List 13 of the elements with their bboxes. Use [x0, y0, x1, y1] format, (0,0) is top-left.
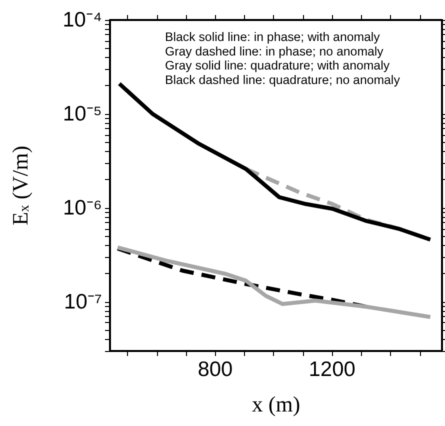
y-tick-label: 10⁻⁴ — [62, 8, 102, 32]
annotation: Gray solid line: quadrature; with anomaly — [165, 58, 390, 73]
x-tick-label: 800 — [198, 358, 233, 381]
annotation: Gray dashed line: in phase; no anomaly — [165, 44, 384, 58]
y-tick-label: 10⁻⁵ — [62, 102, 102, 126]
x-axis-title: x (m) — [252, 392, 300, 416]
y-axis-title: Ex (V/m) — [8, 146, 32, 226]
annotation: Black dashed line: quadrature; no anomaly — [165, 72, 401, 87]
y-tick-label: 10⁻⁷ — [64, 290, 102, 314]
x-tick-label: 1200 — [308, 358, 356, 381]
annotation: Black solid line: in phase; with anomaly — [165, 30, 381, 44]
y-tick-label: 10⁻⁶ — [62, 196, 102, 220]
line-series — [116, 245, 432, 320]
